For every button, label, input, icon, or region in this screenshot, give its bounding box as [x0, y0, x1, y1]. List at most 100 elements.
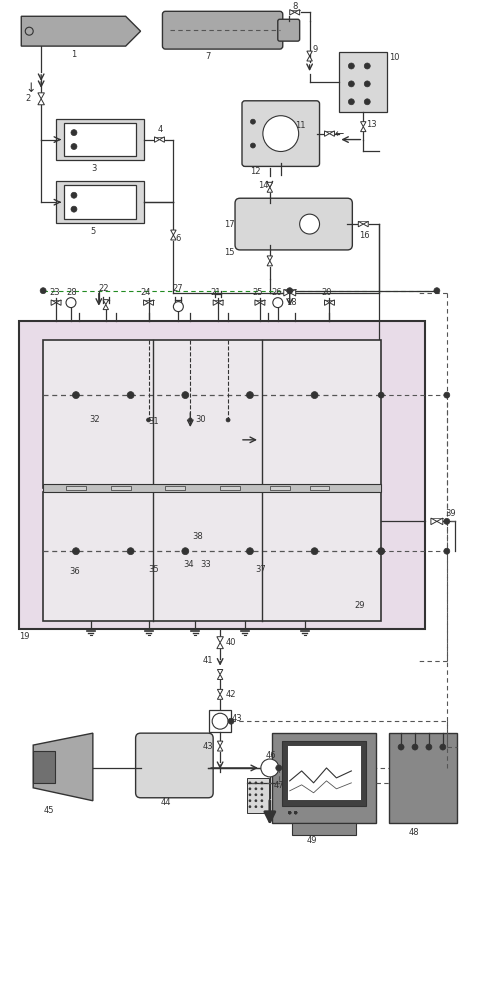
Text: 47: 47 — [273, 781, 284, 790]
Circle shape — [260, 794, 263, 796]
Circle shape — [249, 788, 251, 790]
Text: 35: 35 — [148, 565, 159, 574]
Bar — [56, 181, 143, 223]
Circle shape — [127, 392, 134, 399]
Polygon shape — [216, 643, 223, 649]
Circle shape — [299, 214, 319, 234]
Bar — [64, 123, 135, 156]
Text: O: O — [276, 129, 285, 139]
Circle shape — [363, 81, 370, 87]
Text: 32: 32 — [89, 415, 99, 424]
Circle shape — [254, 782, 256, 784]
Polygon shape — [38, 99, 44, 105]
Text: 7: 7 — [205, 52, 210, 61]
Circle shape — [294, 811, 296, 814]
Text: 28: 28 — [66, 288, 76, 297]
Circle shape — [294, 811, 296, 814]
Circle shape — [246, 392, 253, 399]
Text: 19: 19 — [19, 632, 30, 641]
Text: 44: 44 — [160, 798, 170, 807]
Circle shape — [348, 63, 354, 69]
Polygon shape — [148, 300, 153, 305]
Polygon shape — [289, 10, 294, 15]
Bar — [269, 486, 289, 490]
Polygon shape — [56, 300, 61, 305]
Circle shape — [288, 811, 290, 814]
Text: 49: 49 — [306, 836, 316, 845]
Circle shape — [226, 418, 229, 422]
Circle shape — [188, 418, 192, 422]
Circle shape — [288, 811, 290, 814]
Text: 34: 34 — [183, 560, 193, 569]
Circle shape — [66, 298, 76, 308]
Circle shape — [348, 99, 354, 105]
Polygon shape — [33, 733, 93, 801]
Polygon shape — [266, 182, 272, 187]
Text: 8: 8 — [291, 2, 297, 11]
Circle shape — [443, 518, 449, 524]
Circle shape — [311, 548, 317, 555]
Polygon shape — [170, 230, 176, 235]
Polygon shape — [259, 300, 264, 305]
Circle shape — [443, 548, 449, 554]
Bar — [66, 486, 86, 490]
Text: 12: 12 — [250, 167, 260, 176]
Circle shape — [72, 392, 79, 399]
Polygon shape — [51, 300, 56, 305]
Circle shape — [71, 192, 77, 198]
Polygon shape — [217, 300, 223, 305]
Circle shape — [377, 548, 384, 555]
Text: 9: 9 — [312, 45, 317, 54]
Polygon shape — [217, 670, 222, 674]
Bar — [339, 52, 386, 112]
Text: 15: 15 — [224, 248, 235, 257]
Text: 45: 45 — [43, 806, 54, 815]
Text: 1: 1 — [71, 50, 76, 59]
Text: 42: 42 — [226, 690, 236, 699]
FancyBboxPatch shape — [135, 733, 213, 798]
Text: P: P — [306, 220, 312, 229]
Circle shape — [363, 99, 370, 105]
Circle shape — [250, 143, 255, 148]
Polygon shape — [329, 131, 334, 136]
Circle shape — [311, 392, 317, 399]
Bar — [19, 321, 424, 629]
Text: 10: 10 — [388, 53, 399, 62]
Bar — [291, 823, 356, 835]
Polygon shape — [217, 741, 222, 746]
Polygon shape — [430, 518, 436, 525]
Circle shape — [294, 811, 296, 814]
Text: 31: 31 — [148, 417, 159, 426]
Circle shape — [275, 765, 281, 771]
Circle shape — [294, 811, 296, 814]
Bar — [33, 751, 55, 783]
Text: 17: 17 — [224, 220, 235, 229]
Bar — [110, 486, 131, 490]
Text: 43: 43 — [231, 714, 242, 723]
Polygon shape — [283, 289, 289, 296]
Polygon shape — [217, 694, 222, 699]
Text: 26: 26 — [271, 288, 282, 297]
Text: 22: 22 — [98, 284, 109, 293]
Bar — [286, 745, 360, 800]
Circle shape — [228, 718, 234, 724]
Bar — [43, 492, 380, 621]
Bar — [56, 119, 143, 160]
Bar — [309, 486, 329, 490]
Text: 3: 3 — [91, 164, 96, 173]
Polygon shape — [324, 131, 329, 136]
Polygon shape — [103, 305, 108, 310]
Text: 21: 21 — [210, 288, 220, 297]
Text: 46: 46 — [265, 751, 276, 760]
Circle shape — [294, 811, 296, 814]
Polygon shape — [358, 221, 362, 227]
Bar — [43, 340, 380, 488]
Polygon shape — [217, 746, 222, 751]
Bar — [246, 778, 268, 813]
Circle shape — [260, 806, 263, 808]
Bar — [209, 710, 230, 732]
Circle shape — [288, 811, 290, 814]
Circle shape — [286, 288, 292, 294]
Polygon shape — [362, 221, 368, 227]
Polygon shape — [360, 127, 365, 132]
